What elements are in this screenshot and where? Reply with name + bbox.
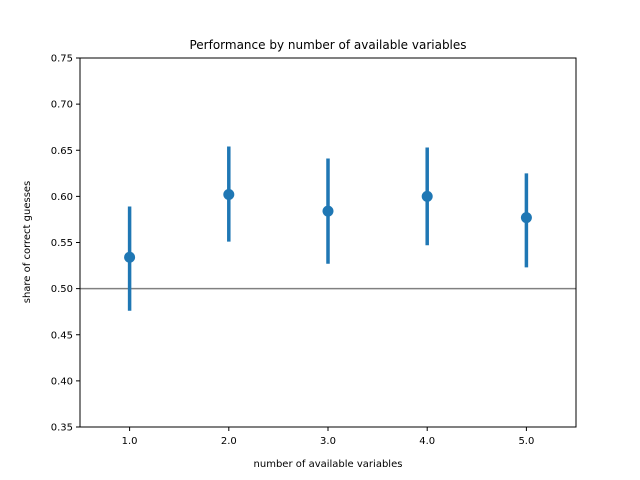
x-axis-label: number of available variables [254, 459, 403, 470]
y-tick-label: 0.45 [51, 330, 73, 341]
plot-area [80, 146, 576, 311]
x-tick-label: 3.0 [320, 436, 336, 447]
x-tick-label: 5.0 [518, 436, 534, 447]
data-point [421, 190, 433, 202]
x-tick-label: 1.0 [122, 436, 138, 447]
y-tick-label: 0.75 [51, 54, 73, 65]
y-tick-label: 0.70 [51, 100, 73, 111]
x-tick-label: 4.0 [419, 436, 435, 447]
y-tick-label: 0.65 [51, 146, 73, 157]
y-tick-label: 0.50 [51, 284, 73, 295]
data-point [223, 189, 235, 201]
data-point [520, 212, 532, 224]
y-tick-label: 0.55 [51, 238, 73, 249]
data-point [124, 251, 136, 263]
y-axis-label: share of correct guesses [22, 181, 33, 304]
axes: 0.35 0.40 0.45 0.50 0.55 0.60 0.65 0.70 0.75 1.0 2… [51, 54, 535, 448]
y-tick-label: 0.40 [51, 376, 73, 387]
data-point [322, 205, 334, 217]
y-tick-label: 0.60 [51, 192, 73, 203]
x-tick-label: 2.0 [221, 436, 237, 447]
y-tick-label: 0.35 [51, 423, 73, 434]
chart-title: Performance by number of available varia… [189, 38, 466, 52]
